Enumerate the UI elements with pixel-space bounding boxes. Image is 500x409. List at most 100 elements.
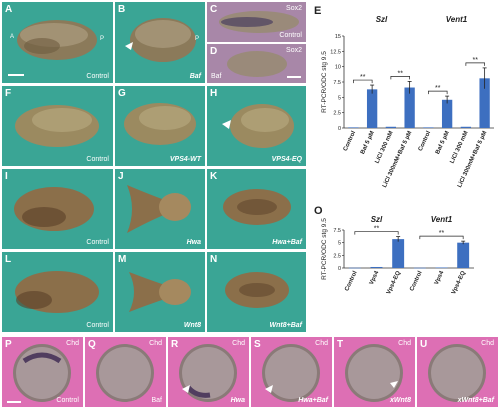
significance-stars: **: [439, 230, 445, 237]
panel-letter: F: [5, 88, 12, 99]
panel-caption: Baf: [211, 73, 222, 80]
panel-letter: O: [314, 205, 323, 217]
panel-I: I Control: [2, 169, 113, 249]
bar: [366, 89, 378, 128]
bar: [370, 266, 383, 268]
panel-A: A A P Control: [2, 2, 113, 83]
group-label: Szl: [371, 215, 383, 224]
group-label: Vent1: [446, 15, 468, 24]
embryo-image: [428, 344, 486, 402]
y-tick-label: 10: [335, 65, 341, 71]
bar: [460, 126, 472, 128]
embryo-image: [14, 187, 94, 231]
group-label: Vent1: [431, 215, 453, 224]
panel-caption: Hwa+Baf: [272, 239, 302, 246]
scale-bar: [287, 76, 301, 78]
posterior-label: P: [195, 36, 200, 42]
significance-bracket: [353, 79, 373, 84]
embryo-image: [13, 344, 71, 402]
y-tick-label: 5: [338, 241, 341, 247]
panel-caption: Baf: [189, 73, 201, 80]
marker-tag: Sox2: [286, 5, 302, 12]
significance-stars: **: [435, 85, 441, 92]
category-label: LiCl 300 mM: [374, 130, 394, 164]
category-label: Vps4: [369, 270, 381, 286]
scale-bar: [7, 401, 21, 403]
y-tick-label: 7.5: [333, 80, 341, 86]
panel-caption: Wnt8+Baf: [269, 322, 302, 329]
bar: [385, 126, 397, 128]
arrowhead-icon: [222, 120, 231, 129]
panel-letter: J: [118, 171, 124, 182]
panel-Q: Q Chd Baf: [85, 337, 166, 407]
marker-tag: Chd: [66, 340, 79, 347]
panel-C: C Sox2 Control: [207, 2, 306, 42]
bar: [423, 127, 434, 128]
category-label: Baf 5 µM: [360, 130, 376, 155]
panel-letter: N: [210, 254, 218, 265]
anterior-label: A: [10, 34, 15, 40]
bar: [435, 267, 448, 269]
bar: [441, 99, 453, 128]
panel-letter: S: [254, 339, 261, 350]
embryo-image: [219, 11, 299, 33]
category-label: Vps4-EQ: [386, 270, 402, 296]
marker-tag: Chd: [149, 340, 162, 347]
category-label: Control: [344, 270, 359, 292]
bar: [413, 267, 426, 269]
panel-G: G VPS4-WT: [115, 86, 205, 166]
embryo-image: [15, 105, 99, 147]
scale-bar: [8, 74, 24, 76]
posterior-label: P: [100, 36, 105, 42]
panel-letter: I: [5, 171, 8, 182]
marker-tag: Chd: [398, 340, 411, 347]
y-tick-label: 2.5: [333, 111, 341, 117]
panel-B: B P Baf: [115, 2, 205, 83]
panel-T: T Chd xWnt8: [334, 337, 415, 407]
panel-caption: VPS4-EQ: [271, 156, 302, 163]
arrowhead-icon: [265, 385, 273, 393]
panel-letter: Q: [88, 339, 96, 350]
panel-letter: P: [5, 339, 12, 350]
category-label: Control: [409, 270, 424, 292]
panel-L: L Control: [2, 252, 113, 332]
significance-stars: **: [360, 74, 366, 81]
y-tick-label: 5: [338, 95, 341, 101]
significance-bracket: [428, 90, 448, 95]
panel-caption: Baf: [151, 397, 162, 404]
y-tick-label: 12.5: [330, 49, 341, 55]
category-label: Control: [343, 130, 358, 152]
panel-letter: E: [314, 5, 321, 17]
panel-M: M Wnt8: [115, 252, 205, 332]
embryo-image: [225, 272, 289, 308]
embryo-image: [15, 271, 99, 313]
embryo-image: [129, 272, 191, 312]
arrowhead-icon: [182, 385, 190, 393]
panel-letter: U: [420, 339, 428, 350]
embryo-image: [223, 189, 291, 225]
significance-stars: **: [473, 57, 479, 64]
panel-letter: B: [118, 4, 126, 15]
arrowhead-icon: [125, 42, 133, 50]
panel-letter: G: [118, 88, 126, 99]
panel-caption: xWnt8: [390, 397, 411, 404]
y-tick-label: 0: [338, 266, 341, 272]
panel-caption: xWnt8+Baf: [457, 397, 494, 404]
arrowhead-icon: [390, 381, 398, 388]
panel-H: H VPS4-EQ: [207, 86, 306, 166]
y-tick-label: 2.5: [333, 253, 341, 259]
bar: [457, 242, 470, 268]
panel-R: R Chd Hwa: [168, 337, 249, 407]
embryo-image: [127, 185, 191, 233]
bar: [392, 239, 405, 268]
panel-caption: Hwa: [186, 239, 201, 246]
y-tick-label: 15: [335, 34, 341, 40]
panel-caption: Control: [56, 397, 79, 404]
significance-bracket: [465, 62, 485, 66]
category-label: Vps4: [434, 270, 446, 286]
bar: [479, 78, 490, 128]
panel-letter: D: [210, 46, 218, 57]
embryo-image: [17, 20, 97, 60]
embryo-image: [96, 344, 154, 402]
panel-caption: Control: [279, 32, 302, 39]
